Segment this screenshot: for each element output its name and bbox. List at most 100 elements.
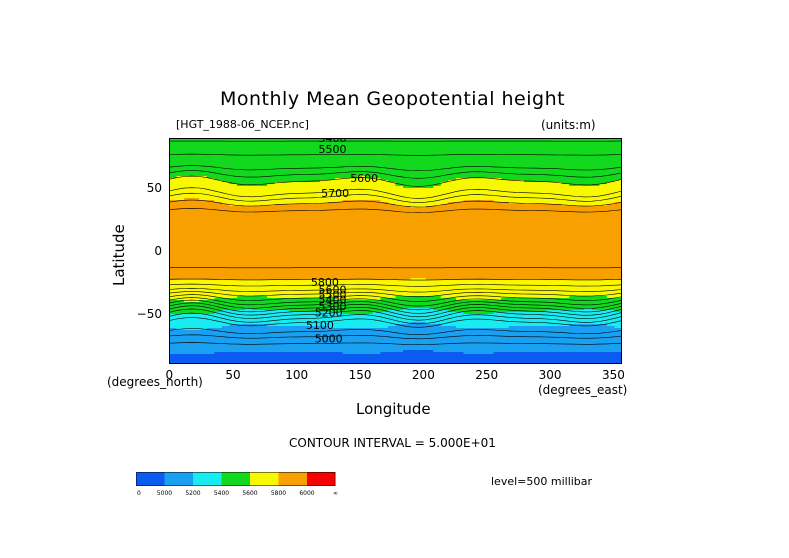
heatmap-cell (342, 192, 351, 195)
heatmap-cell (244, 250, 253, 253)
heatmap-cell (342, 296, 351, 299)
heatmap-cell (395, 198, 404, 201)
heatmap-cell (410, 170, 419, 173)
heatmap-cell (297, 162, 306, 165)
heatmap-cell (320, 182, 329, 185)
heatmap-cell (614, 196, 622, 199)
heatmap-cell (320, 180, 329, 183)
heatmap-cell (606, 190, 616, 193)
heatmap-cell (591, 192, 600, 195)
heatmap-cell (297, 272, 306, 275)
heatmap-cell (335, 220, 344, 223)
heatmap-cell (320, 172, 329, 175)
heatmap-cell (312, 198, 321, 201)
heatmap-cell (335, 230, 344, 233)
heatmap-cell (463, 232, 472, 235)
heatmap-cell (304, 228, 314, 231)
heatmap-cell (554, 274, 563, 277)
heatmap-cell (606, 234, 616, 237)
heatmap-cell (335, 176, 344, 179)
heatmap-cell (267, 144, 276, 147)
heatmap-cell (425, 234, 434, 237)
heatmap-cell (606, 252, 616, 255)
heatmap-cell (169, 164, 178, 167)
heatmap-cell (410, 286, 419, 289)
heatmap-cell (523, 240, 532, 243)
heatmap-cell (312, 156, 321, 159)
heatmap-cell (274, 230, 283, 233)
heatmap-cell (380, 144, 389, 147)
heatmap-cell (561, 216, 570, 219)
heatmap-cell (380, 250, 389, 253)
heatmap-cell (184, 156, 193, 159)
heatmap-cell (274, 158, 283, 161)
heatmap-cell (523, 254, 532, 257)
heatmap-cell (440, 178, 449, 181)
heatmap-cell (448, 166, 457, 169)
heatmap-cell (304, 282, 314, 285)
heatmap-cell (425, 212, 434, 215)
heatmap-cell (576, 234, 585, 237)
heatmap-cell (478, 226, 487, 229)
heatmap-cell (229, 160, 238, 163)
heatmap-cell (320, 262, 329, 265)
heatmap-cell (546, 220, 555, 223)
heatmap-cell (221, 252, 230, 255)
heatmap-cell (531, 268, 540, 271)
heatmap-cell (259, 248, 268, 251)
heatmap-cell (576, 270, 585, 273)
heatmap-cell (546, 222, 555, 225)
heatmap-cell (304, 186, 314, 189)
heatmap-cell (584, 188, 593, 191)
heatmap-cell (320, 254, 329, 257)
heatmap-cell (169, 214, 178, 217)
heatmap-cell (448, 144, 457, 147)
heatmap-cell (335, 252, 344, 255)
heatmap-cell (516, 288, 525, 291)
heatmap-cell (433, 258, 442, 261)
heatmap-cell (267, 262, 276, 265)
heatmap-cell (501, 184, 510, 187)
heatmap-cell (486, 158, 495, 161)
heatmap-cell (478, 300, 487, 303)
heatmap-cell (387, 228, 397, 231)
heatmap-cell (327, 284, 336, 287)
heatmap-cell (304, 286, 314, 289)
heatmap-cell (486, 268, 495, 271)
heatmap-cell (591, 162, 600, 165)
heatmap-cell (357, 204, 366, 207)
heatmap-cell (312, 270, 321, 273)
heatmap-cell (501, 260, 510, 263)
heatmap-cell (289, 214, 298, 217)
heatmap-cell (350, 222, 359, 225)
heatmap-cell (176, 138, 185, 141)
heatmap-cell (320, 224, 329, 227)
heatmap-cell (614, 170, 622, 173)
heatmap-cell (561, 164, 570, 167)
heatmap-cell (199, 198, 208, 201)
heatmap-cell (259, 292, 268, 295)
heatmap-cell (531, 266, 540, 269)
heatmap-cell (599, 242, 608, 245)
heatmap-cell (576, 300, 585, 303)
heatmap-cell (523, 244, 532, 247)
heatmap-cell (418, 226, 427, 229)
heatmap-cell (606, 236, 616, 239)
heatmap-cell (221, 194, 230, 197)
heatmap-cell (395, 148, 404, 151)
heatmap-cell (433, 224, 442, 227)
heatmap-cell (380, 236, 389, 239)
heatmap-cell (372, 270, 381, 273)
heatmap-cell (410, 188, 419, 191)
heatmap-cell (576, 182, 585, 185)
heatmap-cell (387, 278, 397, 281)
heatmap-cell (584, 186, 593, 189)
heatmap-cell (327, 294, 336, 297)
heatmap-cell (365, 186, 374, 189)
heatmap-cell (425, 198, 434, 201)
heatmap-cell (169, 270, 178, 273)
heatmap-cell (486, 186, 495, 189)
heatmap-cell (252, 200, 261, 203)
heatmap-cell (531, 258, 540, 261)
heatmap-cell (335, 190, 344, 193)
